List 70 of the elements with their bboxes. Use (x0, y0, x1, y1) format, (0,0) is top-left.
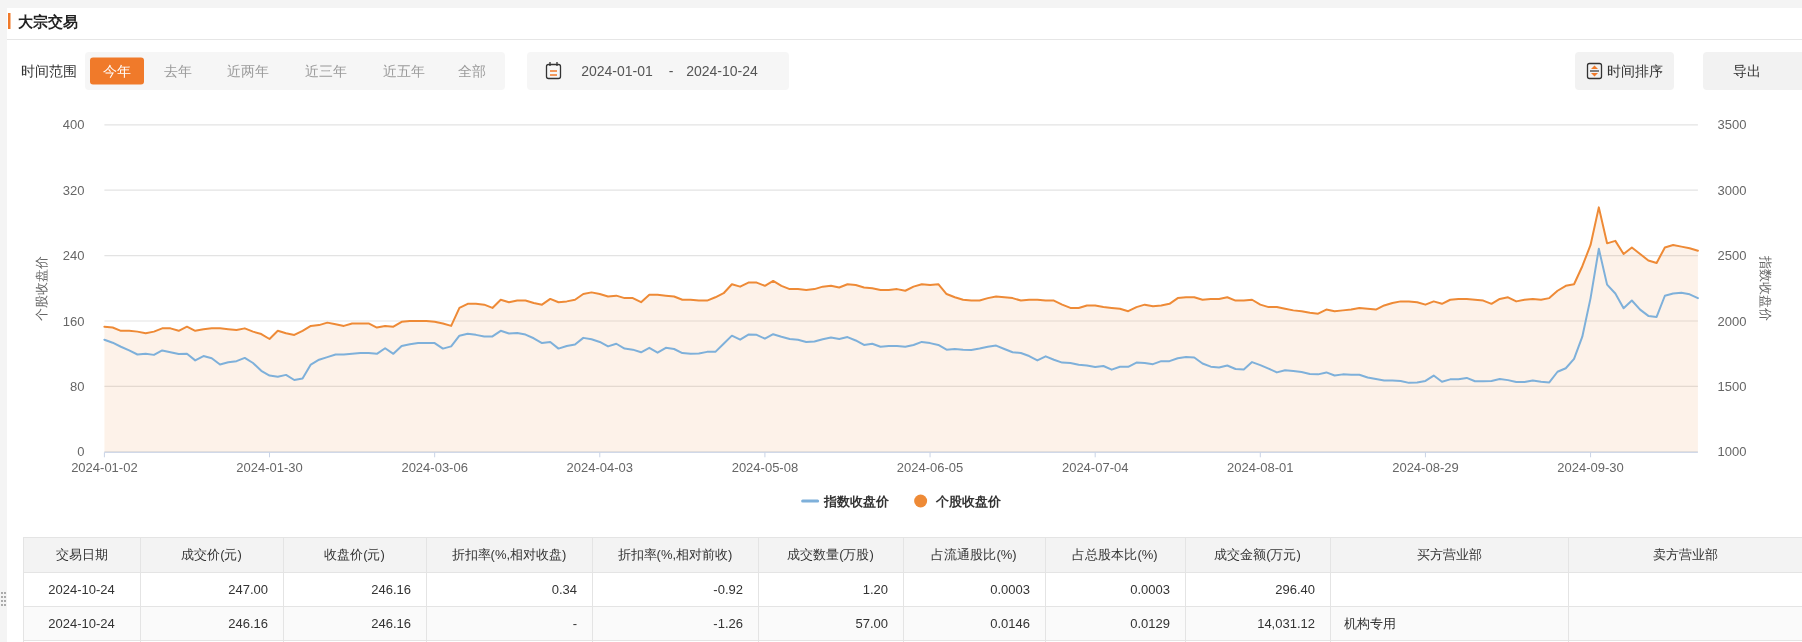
text: 296.40 (1275, 581, 1315, 597)
category-label: 占总股本比(%) (1072, 547, 1158, 562)
y-tick-label: 160 (62, 313, 85, 329)
category-label: 卖方营业部 (1652, 547, 1718, 562)
x-tick-label: 2024-03-06 (401, 459, 468, 475)
text: 时间范围 (21, 63, 77, 79)
text: 246.16 (228, 615, 268, 631)
category-label: 成交价(元) (181, 547, 242, 562)
x-tick-label: 2024-07-04 (1061, 459, 1129, 475)
text: - (572, 615, 577, 631)
y-tick-label: 0 (77, 444, 85, 460)
x-tick-label: 2024-08-01 (1227, 459, 1294, 475)
text: 2024-01-01 (581, 63, 654, 79)
text: 去年 (164, 63, 192, 79)
category-label: 交易日期 (55, 547, 108, 562)
text: 1.20 (862, 581, 888, 597)
category-label: 折扣率(%,相对收盘) (451, 547, 567, 562)
text: 57.00 (855, 615, 888, 631)
text: 0.0129 (1130, 615, 1170, 631)
text: 全部 (458, 63, 486, 79)
x-tick-label: 2024-04-03 (566, 459, 634, 475)
text: 247.00 (228, 581, 268, 597)
y2-tick-label: 2000 (1717, 313, 1747, 329)
text: 时间排序 (1607, 63, 1663, 79)
category-label: 成交金额(万元) (1214, 547, 1301, 562)
text: 0.34 (551, 581, 577, 597)
x-tick-label: 2024-06-05 (896, 459, 964, 475)
text: 导出 (1733, 63, 1761, 79)
text: 近五年 (383, 63, 425, 79)
text: 246.16 (371, 615, 411, 631)
category-label: 买方营业部 (1416, 547, 1482, 562)
text: 今年 (103, 63, 131, 79)
y-tick-label: 320 (62, 182, 85, 198)
y2-tick-label: 2500 (1717, 248, 1747, 264)
x-tick-label: 2024-09-30 (1557, 459, 1624, 475)
y2-tick-label: 3500 (1717, 117, 1747, 133)
legend-label: 指数收盘价 (822, 493, 890, 509)
text: 2024-10-24 (48, 581, 115, 597)
line-series (103, 247, 1699, 384)
text: 近三年 (305, 63, 347, 79)
y-axis-title: 个股收盘价 (34, 255, 50, 321)
y2-axis-title: 指数收盘价 (1757, 254, 1773, 321)
y-tick-label: 80 (70, 378, 85, 394)
x-tick-label: 2024-01-02 (71, 459, 138, 475)
y-tick-label: 400 (62, 117, 85, 133)
category-label: 成交数量(万股) (787, 547, 874, 562)
text: -1.26 (713, 615, 743, 631)
x-tick-label: 2024-01-30 (236, 459, 303, 475)
category-label: 占流通股比(%) (931, 547, 1017, 562)
text: - (668, 63, 674, 79)
x-tick-label: 2024-05-08 (731, 459, 799, 475)
text: 14,031.12 (1257, 615, 1315, 631)
text: 2024-10-24 (686, 63, 759, 79)
text: -0.92 (713, 581, 743, 597)
chart-title: 大宗交易 (18, 12, 78, 30)
text: 0.0146 (990, 615, 1030, 631)
text: 近两年 (227, 63, 269, 79)
text: 0.0003 (990, 581, 1030, 597)
text: 机构专用 (1344, 615, 1396, 631)
y2-tick-label: 1000 (1717, 444, 1747, 460)
y2-tick-label: 3000 (1717, 182, 1747, 198)
y-tick-label: 240 (62, 248, 85, 264)
text: 246.16 (371, 581, 411, 597)
category-label: 折扣率(%,相对前收) (617, 547, 733, 562)
x-tick-label: 2024-08-29 (1392, 459, 1459, 475)
y2-tick-label: 1500 (1717, 378, 1747, 394)
text: 2024-10-24 (48, 615, 115, 631)
category-label: 收盘价(元) (324, 547, 385, 562)
legend-label: 个股收盘价 (934, 493, 1002, 509)
text: 0.0003 (1130, 581, 1170, 597)
